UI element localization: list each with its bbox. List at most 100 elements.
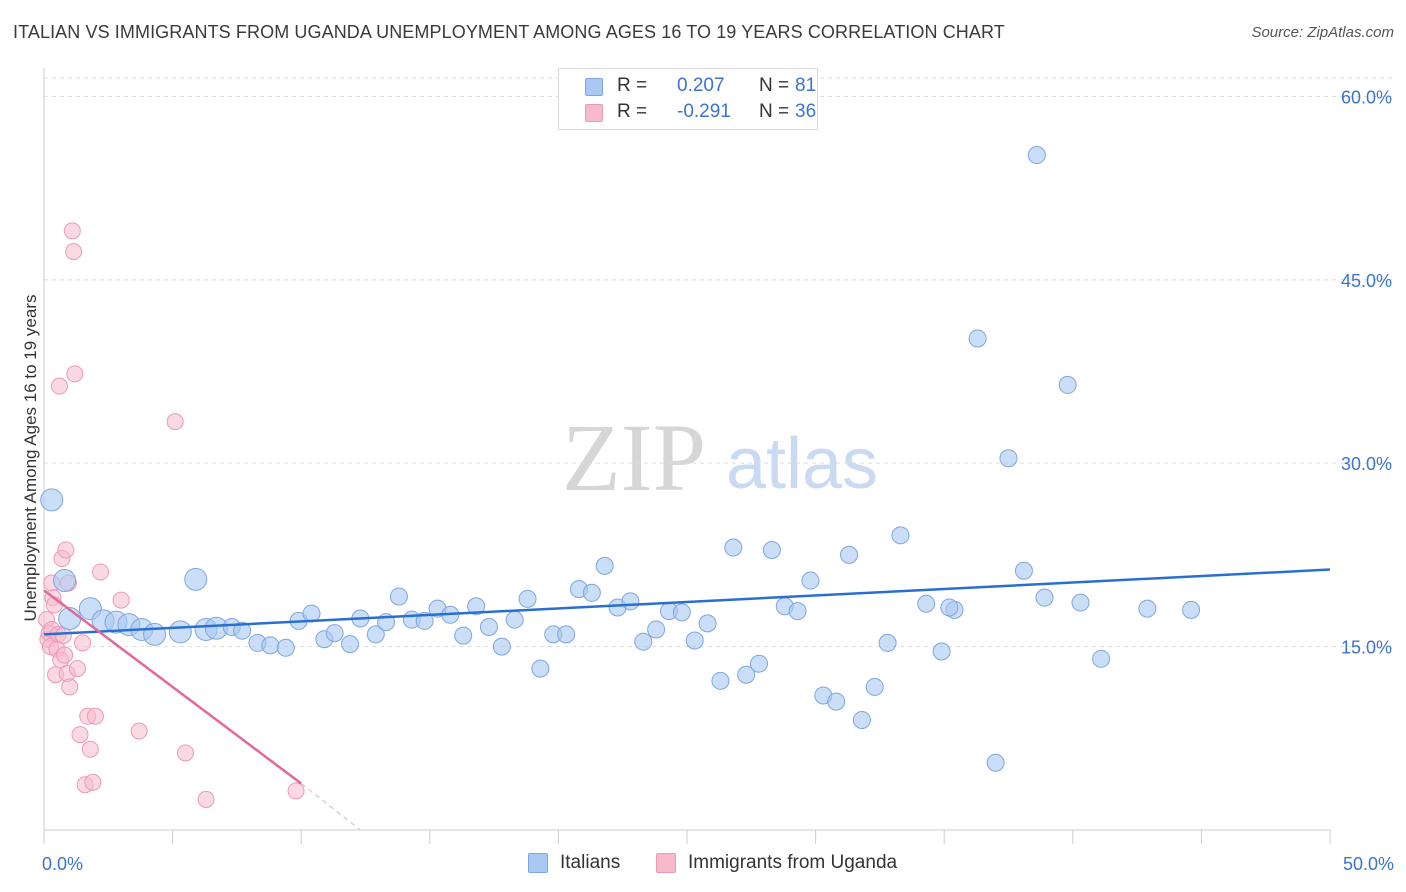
italian-point <box>366 625 385 644</box>
italian-point <box>40 488 64 512</box>
uganda-point <box>56 646 74 664</box>
italians-legend-swatch <box>528 853 548 873</box>
italian-points <box>40 146 1201 772</box>
italian-point <box>801 571 820 590</box>
italian-point <box>595 556 614 575</box>
italian-point <box>917 594 936 613</box>
italian-point <box>518 589 537 608</box>
uganda-swatch <box>585 104 603 122</box>
italian-point <box>737 665 756 684</box>
italian-point <box>467 597 486 616</box>
italian-point <box>762 540 781 559</box>
italian-point <box>1182 600 1201 619</box>
italian-point <box>865 677 884 696</box>
italian-point <box>1071 593 1090 612</box>
r-value: -0.291 <box>677 101 731 122</box>
italian-point <box>878 633 897 652</box>
uganda-point <box>74 634 92 652</box>
italian-point <box>505 610 524 629</box>
italian-point <box>276 638 295 657</box>
uganda-trend-line <box>43 589 302 785</box>
watermark-atlas: atlas <box>726 424 878 504</box>
uganda-point <box>65 243 83 261</box>
uganda-point <box>63 222 81 240</box>
italian-point <box>1058 375 1077 394</box>
y-tick-label: 60.0% <box>1341 87 1392 107</box>
italian-point <box>968 329 987 348</box>
italian-point <box>1138 599 1157 618</box>
y-tick-label: 45.0% <box>1341 271 1392 291</box>
italian-point <box>932 642 951 661</box>
legend-label: Immigrants from Uganda <box>688 852 898 873</box>
y-tick-label: 30.0% <box>1341 454 1392 474</box>
italian-point <box>840 545 859 564</box>
italian-point <box>325 624 344 643</box>
italian-point <box>492 637 511 656</box>
italian-point <box>999 449 1018 468</box>
uganda-points <box>38 222 305 808</box>
italian-point <box>143 622 167 646</box>
italian-point <box>986 753 1005 772</box>
uganda-point <box>287 782 305 800</box>
y-tick-label: 15.0% <box>1341 638 1392 658</box>
trend-lines <box>43 568 1331 831</box>
r-value: 0.207 <box>677 75 725 96</box>
italian-point <box>1092 649 1111 668</box>
uganda-point <box>71 726 89 744</box>
italian-point <box>724 538 743 557</box>
italian-point <box>479 618 498 637</box>
stats-legend: R = 0.207 N = 81 R = -0.291 N = 36 <box>558 68 818 130</box>
n-label: N = <box>759 101 790 122</box>
uganda-point <box>92 563 110 581</box>
uganda-point <box>176 744 194 762</box>
uganda-point <box>84 773 102 791</box>
italian-point <box>621 592 640 611</box>
italians-swatch <box>585 78 603 96</box>
uganda-point <box>66 365 84 383</box>
italian-point <box>184 567 208 591</box>
uganda-trend-extension <box>300 783 361 831</box>
italian-point <box>634 632 653 651</box>
uganda-point <box>197 790 215 808</box>
uganda-legend-swatch <box>656 853 676 873</box>
source-label: Source: ZipAtlas.com <box>1251 24 1394 41</box>
italian-point <box>531 659 550 678</box>
uganda-point <box>112 591 130 609</box>
italian-point <box>891 526 910 545</box>
italian-point <box>940 598 959 617</box>
italian-point <box>685 631 704 650</box>
italian-point <box>454 626 473 645</box>
italian-point <box>788 602 807 621</box>
italian-point <box>1014 561 1033 580</box>
uganda-point <box>86 707 104 725</box>
r-label: R = <box>617 101 648 122</box>
uganda-point <box>68 660 86 678</box>
uganda-point <box>57 541 75 559</box>
n-value: 81 <box>795 75 817 96</box>
r-label: R = <box>617 75 648 96</box>
n-value: 36 <box>795 101 817 122</box>
italian-point <box>341 635 360 654</box>
x-tick-label-min: 0.0% <box>42 854 83 874</box>
italian-point <box>557 625 576 644</box>
y-axis-label: Unemployment Among Ages 16 to 19 years <box>21 295 40 622</box>
italian-point <box>711 671 730 690</box>
italian-point <box>698 614 717 633</box>
italian-point <box>415 611 434 630</box>
italian-point <box>1035 588 1054 607</box>
uganda-point <box>81 740 99 758</box>
uganda-point <box>50 377 68 395</box>
uganda-point <box>61 678 79 696</box>
italian-point <box>672 603 691 622</box>
chart-title: ITALIAN VS IMMIGRANTS FROM UGANDA UNEMPL… <box>13 22 1005 42</box>
italian-point <box>647 620 666 639</box>
uganda-point <box>130 722 148 740</box>
legend-label: Italians <box>560 852 621 873</box>
x-tick-label-max: 50.0% <box>1343 854 1394 874</box>
n-label: N = <box>759 75 790 96</box>
uganda-point <box>166 413 184 431</box>
tick-labels: 15.0% 30.0% 45.0% 60.0% 0.0% 50.0% <box>42 87 1394 874</box>
italians-trend-line <box>43 568 1331 636</box>
italian-point <box>233 621 252 640</box>
